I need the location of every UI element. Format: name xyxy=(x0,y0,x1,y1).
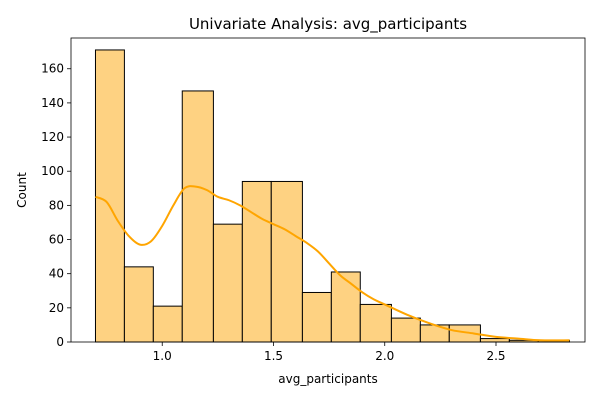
y-tick-label: 160 xyxy=(41,62,64,76)
chart-title: Univariate Analysis: avg_participants xyxy=(189,15,467,34)
y-tick-label: 120 xyxy=(41,130,64,144)
histogram-bar xyxy=(479,338,510,343)
axes-frame xyxy=(70,37,586,343)
y-tick-label: 40 xyxy=(49,267,64,281)
y-axis-label: Count xyxy=(15,172,29,208)
kde-curve xyxy=(95,185,570,342)
y-tick-label: 80 xyxy=(49,198,64,212)
histogram-bar xyxy=(212,223,243,343)
histogram-bar xyxy=(152,305,183,343)
x-tick-label: 1.0 xyxy=(153,349,172,363)
histogram-bar xyxy=(359,303,392,343)
histogram-bar xyxy=(94,49,125,343)
x-tick-label: 2.5 xyxy=(486,349,505,363)
histogram-bar xyxy=(181,90,214,343)
x-axis-label: avg_participants xyxy=(278,372,377,386)
y-tick-label: 20 xyxy=(49,301,64,315)
histogram-bar xyxy=(241,180,272,343)
histogram-bar xyxy=(270,180,303,343)
x-tick-label: 1.5 xyxy=(264,349,283,363)
bars-layer xyxy=(94,49,570,343)
y-tick-label: 140 xyxy=(41,96,64,110)
y-tick-label: 0 xyxy=(56,335,64,349)
y-tick-label: 100 xyxy=(41,164,64,178)
y-axis-ticks: 0 20 40 60 80 100 120 140 160 xyxy=(41,62,71,349)
x-axis-ticks: 1.0 1.5 2.0 2.5 xyxy=(153,342,506,363)
y-tick-label: 60 xyxy=(49,233,64,247)
histogram-bar xyxy=(123,266,154,343)
histogram-bar xyxy=(330,271,361,343)
x-tick-label: 2.0 xyxy=(375,349,394,363)
histogram-bar xyxy=(301,291,332,343)
histogram-bar xyxy=(390,317,421,343)
